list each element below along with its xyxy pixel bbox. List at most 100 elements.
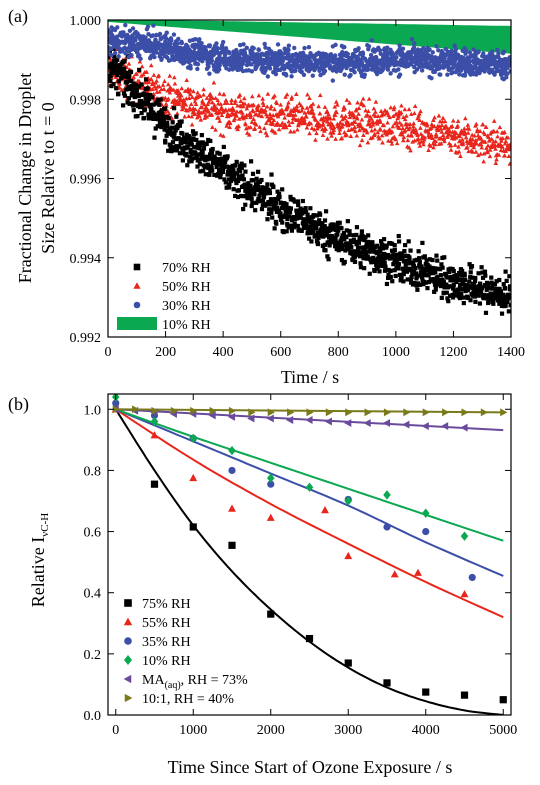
series-70-rh-point <box>392 268 397 273</box>
series-b-1-point <box>321 506 329 514</box>
series-50-rh-point <box>361 103 367 108</box>
series-50-rh-point <box>456 144 461 149</box>
series-50-rh-point <box>439 129 445 134</box>
series-30-rh-point <box>275 42 281 47</box>
series-50-rh-point <box>227 124 232 129</box>
series-70-rh-point <box>482 269 488 274</box>
series-50-rh-point <box>347 100 352 105</box>
series-70-rh-point <box>450 292 455 298</box>
series-50-rh-point <box>359 100 364 105</box>
series-50-rh-point <box>487 147 493 152</box>
series-50-rh-point <box>229 97 234 102</box>
series-70-rh-point <box>447 284 452 289</box>
legend-b-label-2: 35% RH <box>142 635 191 650</box>
series-30-rh-point <box>473 53 478 59</box>
series-70-rh-point <box>306 227 311 232</box>
series-70-rh-point <box>139 110 144 116</box>
series-70-rh-point <box>379 254 384 260</box>
series-70-rh-point <box>460 279 465 284</box>
series-30-rh-point <box>293 68 298 73</box>
series-70-rh-point <box>391 255 397 260</box>
series-70-rh-point <box>297 212 303 217</box>
series-50-rh-point <box>314 130 319 136</box>
series-b-5-point <box>228 406 237 415</box>
series-30-rh-point <box>378 51 383 56</box>
panel-b-y-tick-label: 0.4 <box>84 587 102 602</box>
legend-b-label-main: 10% RH <box>142 654 191 669</box>
series-70-rh-point <box>266 200 271 205</box>
series-50-rh-point <box>342 129 347 135</box>
series-50-rh-point <box>439 122 445 128</box>
series-50-rh-point <box>276 127 282 132</box>
series-70-rh-point <box>499 297 504 302</box>
series-70-rh-point <box>261 193 267 198</box>
series-50-rh-point <box>316 120 321 125</box>
series-70-rh-point <box>503 285 508 291</box>
legend-label: 50% RH <box>162 280 211 295</box>
series-50-rh-point <box>353 128 358 134</box>
series-70-rh-point <box>358 261 363 266</box>
series-50-rh-point <box>326 111 331 117</box>
series-70-rh-point <box>434 253 439 258</box>
series-70-rh-point <box>159 124 164 130</box>
series-70-rh-point <box>411 263 416 268</box>
series-50-rh-point <box>415 116 420 121</box>
series-70-rh-point <box>130 90 135 95</box>
series-30-rh-point <box>286 43 292 48</box>
series-50-rh-point <box>217 91 223 96</box>
series-50-rh-point <box>181 105 187 110</box>
series-50-rh-point <box>497 124 503 130</box>
series-30-rh-point <box>445 72 450 77</box>
series-70-rh-point <box>193 131 198 136</box>
series-50-rh-point <box>339 113 345 118</box>
series-50-rh-point <box>431 117 436 122</box>
series-70-rh-point <box>401 279 406 284</box>
series-50-rh-point <box>406 145 412 150</box>
series-70-rh-point <box>370 240 375 246</box>
series-50-rh-point <box>340 122 346 127</box>
series-50-rh-point <box>210 95 216 100</box>
series-30-rh-point <box>286 47 291 53</box>
series-30-rh-point <box>109 53 114 58</box>
series-70-rh-point <box>459 291 464 296</box>
series-50-rh-point <box>228 100 234 105</box>
series-50-rh-point <box>286 122 292 127</box>
series-70-rh-point <box>201 146 207 151</box>
series-50-rh-point <box>261 102 266 108</box>
series-70-rh-point <box>204 141 209 146</box>
legend-b-label-0: 75% RH <box>142 597 191 612</box>
panel-a-y-tick-label: 1.000 <box>70 14 102 29</box>
series-70-rh-point <box>194 137 199 143</box>
series-70-rh-point <box>159 108 164 113</box>
series-70-rh-point <box>193 150 198 156</box>
series-70-rh-point <box>347 232 352 237</box>
series-70-rh-point <box>360 233 365 239</box>
series-70-rh-point <box>243 202 248 207</box>
series-50-rh-point <box>262 107 268 113</box>
series-70-rh-point <box>356 247 361 253</box>
series-70-rh-point <box>289 223 294 228</box>
series-50-rh-point <box>188 87 193 92</box>
series-50-rh-point <box>249 119 255 124</box>
series-70-rh-point <box>157 102 162 107</box>
series-50-rh-point <box>320 127 325 132</box>
series-50-rh-point <box>475 127 480 132</box>
series-70-rh-point <box>335 232 340 237</box>
series-50-rh-point <box>197 113 202 118</box>
series-70-rh-point <box>427 264 432 269</box>
series-70-rh-point <box>294 208 300 213</box>
series-70-rh-point <box>232 171 237 176</box>
series-30-rh-point <box>396 67 401 72</box>
panel-b-y-tick-label: 0.6 <box>84 526 102 541</box>
series-70-rh-point <box>292 221 297 226</box>
series-70-rh-point <box>128 79 133 84</box>
series-70-rh-point <box>109 83 114 89</box>
series-50-rh-point <box>487 153 493 159</box>
series-50-rh-point <box>264 133 270 138</box>
series-70-rh-point <box>416 273 421 278</box>
series-50-rh-point <box>436 113 442 118</box>
series-70-rh-point <box>371 247 376 252</box>
series-70-rh-point <box>390 279 395 284</box>
series-50-rh-point <box>333 136 338 141</box>
series-70-rh-point <box>410 271 415 277</box>
